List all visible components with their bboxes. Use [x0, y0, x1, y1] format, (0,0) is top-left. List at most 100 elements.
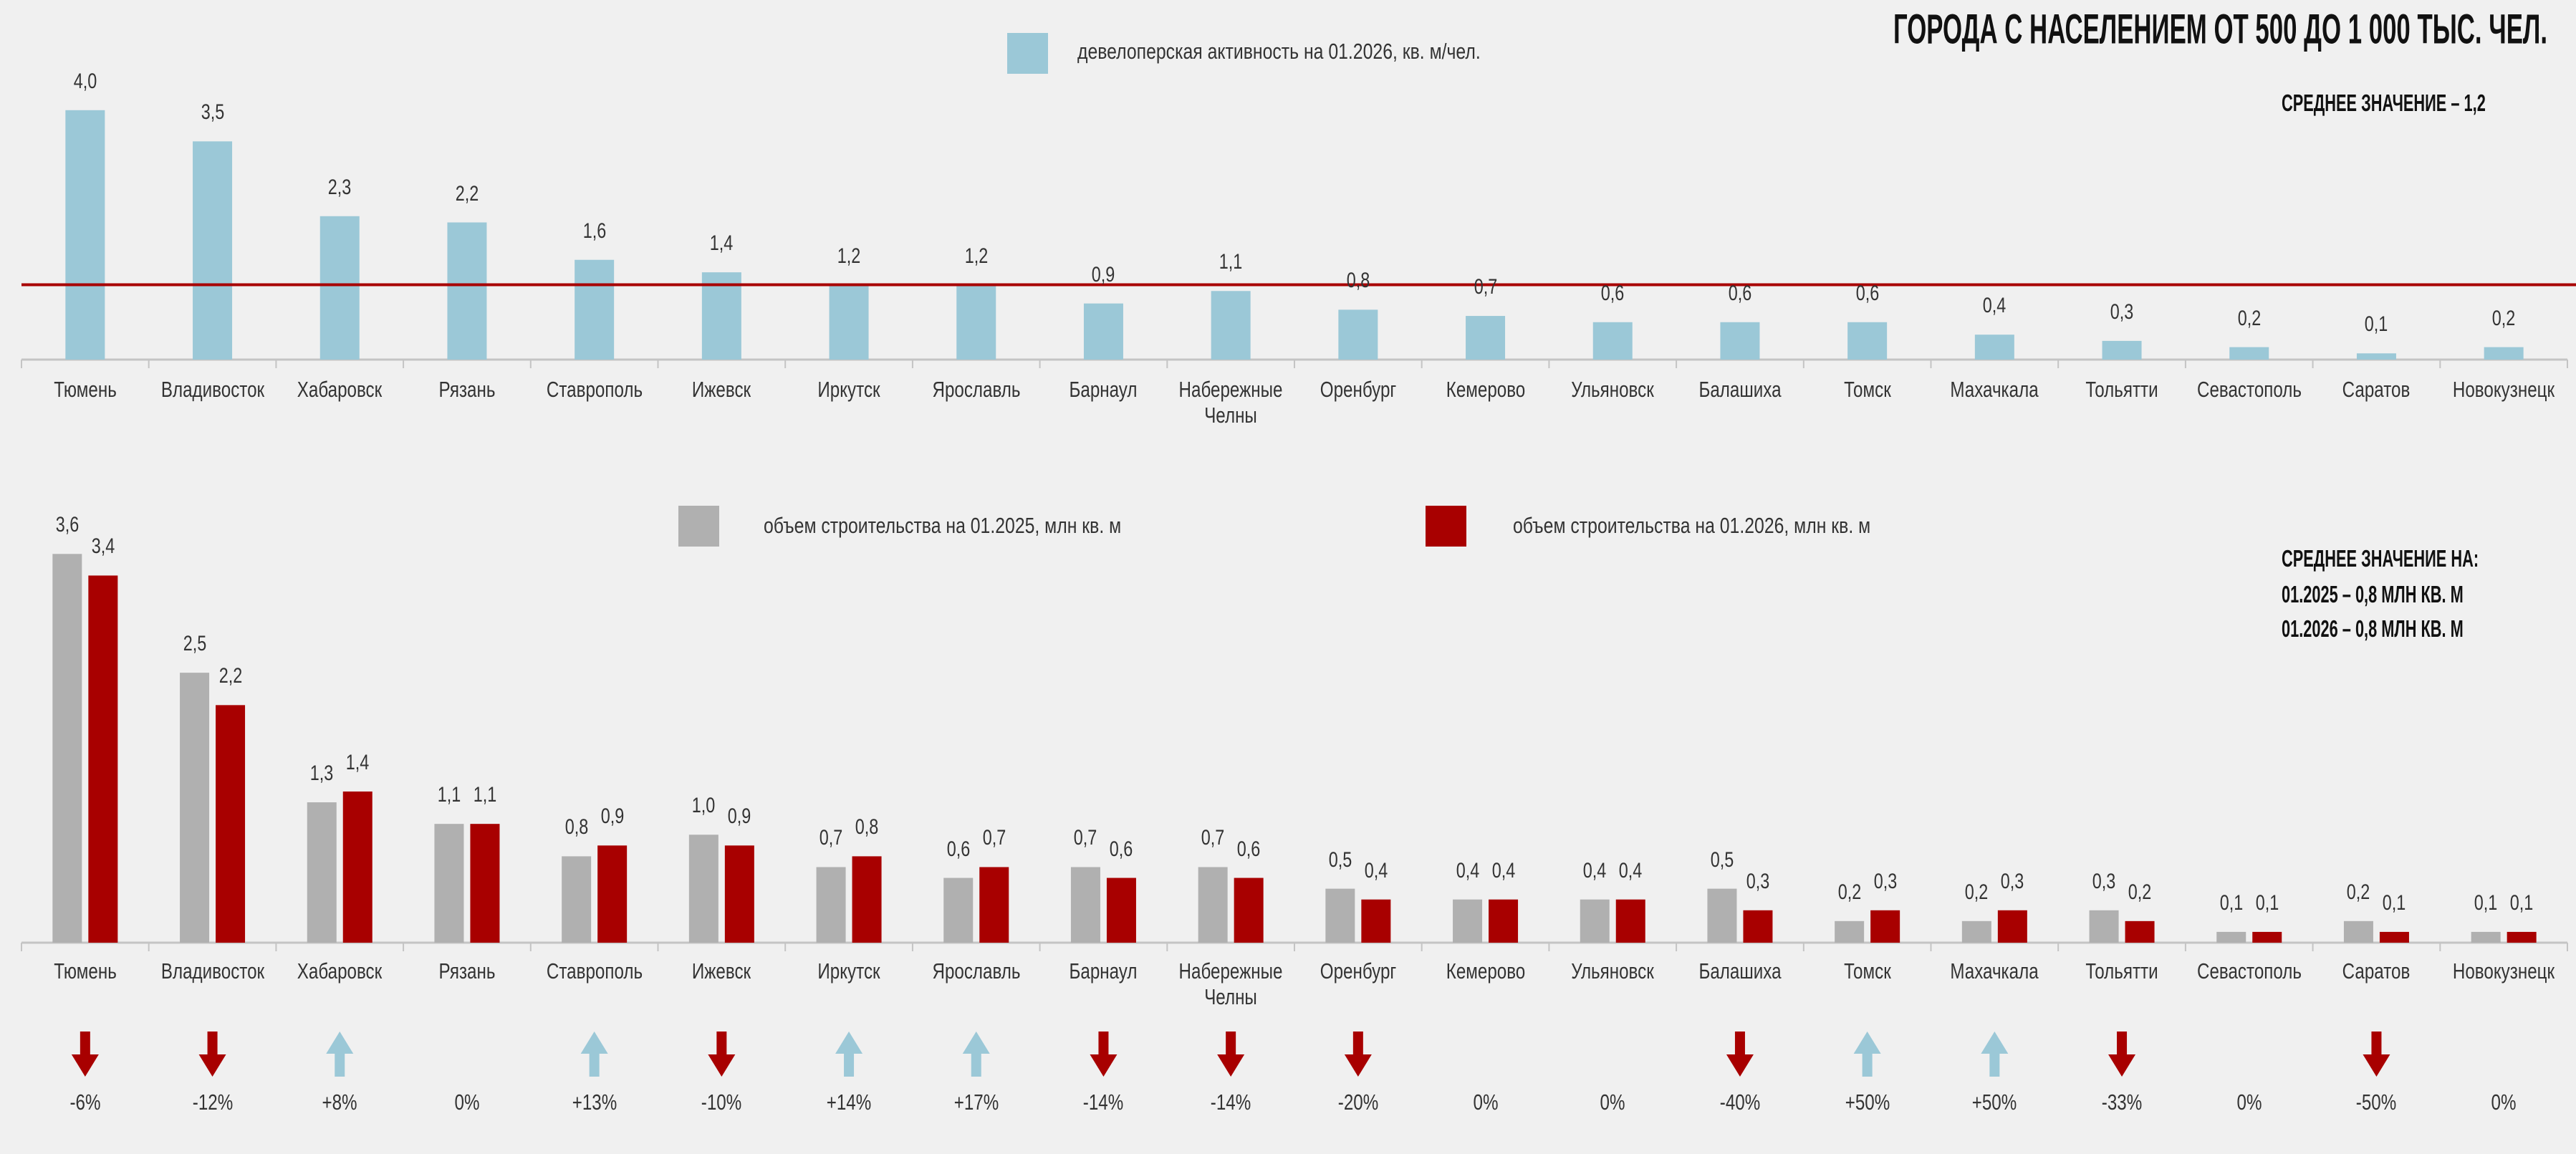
x-tick-label: Тюмень [54, 377, 117, 402]
x-tick-label: Махачкала [1950, 958, 2039, 984]
bar [52, 554, 82, 943]
bar [1707, 888, 1737, 943]
x-tick-label: Ульяновск [1571, 958, 1655, 984]
value-label: 0,4 [1456, 858, 1479, 883]
value-label: 0,9 [1092, 262, 1115, 287]
annotation: 01.2026 – 0,8 МЛН КВ. М [2282, 615, 2464, 643]
bar [319, 216, 360, 360]
bar [434, 824, 464, 943]
value-label: 0,1 [2219, 890, 2244, 915]
value-label: 2,2 [218, 664, 242, 688]
bar [1083, 303, 1123, 360]
bar [2102, 340, 2142, 360]
bar [1997, 910, 2027, 943]
x-tick-label: Новокузнецк [2453, 377, 2555, 402]
bar [562, 856, 592, 943]
value-label: 0,8 [564, 815, 588, 840]
bar [193, 141, 233, 360]
page-title: ГОРОДА С НАСЕЛЕНИЕМ ОТ 500 ДО 1 000 ТЫС.… [1893, 6, 2547, 53]
change-label: -14% [1210, 1090, 1251, 1115]
up-arrow [326, 1032, 354, 1077]
x-tick-label: Иркутск [817, 377, 880, 402]
value-label: 0,1 [2509, 890, 2534, 915]
value-label: 0,3 [2092, 869, 2116, 893]
change-label: -10% [701, 1090, 742, 1115]
x-tick-label: Барнаул [1069, 958, 1138, 984]
x-tick-label: Барнаул [1069, 377, 1138, 402]
change-label: +50% [1972, 1090, 2017, 1115]
legend-label: объем строительства на 01.2025, млн кв. … [764, 513, 1122, 539]
value-label: 0,7 [819, 826, 843, 850]
bar [2252, 931, 2282, 943]
value-label: 1,2 [964, 244, 989, 268]
down-arrow [2108, 1032, 2136, 1077]
change-label: 0% [1600, 1090, 1625, 1115]
change-label: -50% [2356, 1090, 2397, 1115]
x-tick-label: Балашиха [1698, 958, 1782, 984]
value-label: 4,0 [73, 69, 97, 93]
bar [2379, 931, 2409, 943]
bar [688, 835, 719, 943]
bar [2125, 920, 2155, 943]
change-label: -12% [192, 1090, 233, 1115]
x-tick-label: Рязань [438, 377, 496, 402]
value-label: 0,6 [1855, 281, 1879, 305]
down-arrow [71, 1032, 99, 1077]
up-arrow [1853, 1032, 1881, 1077]
bar [1106, 877, 1136, 943]
value-label: 0,9 [600, 804, 624, 829]
annotation: СРЕДНЕЕ ЗНАЧЕНИЕ – 1,2 [2282, 90, 2486, 117]
bar [2089, 910, 2119, 943]
value-label: 0,3 [1746, 869, 1770, 893]
value-label: 0,8 [1346, 269, 1370, 293]
bar [1592, 322, 1633, 360]
value-label: 0,3 [2001, 869, 2024, 893]
bar [701, 272, 741, 360]
down-arrow [2363, 1032, 2390, 1077]
bar [470, 824, 500, 943]
value-label: 0,2 [1965, 880, 1989, 904]
x-tick-label: Ставрополь [546, 377, 643, 402]
bar [1961, 920, 1991, 943]
x-tick-label: Хабаровск [297, 958, 383, 984]
bar [2484, 347, 2524, 360]
x-tick-label: Томск [1843, 958, 1891, 984]
change-label: -33% [2101, 1090, 2143, 1115]
bar [724, 845, 754, 943]
value-label: 0,6 [1600, 281, 1625, 305]
value-label: 0,7 [1474, 274, 1497, 299]
x-tick-label: Ижевск [692, 377, 751, 402]
bar [180, 673, 210, 943]
up-arrow [1981, 1032, 2009, 1077]
value-label: 0,6 [1728, 281, 1752, 305]
value-label: 1,1 [437, 782, 461, 807]
bar [2507, 931, 2537, 943]
change-label: +8% [322, 1090, 357, 1115]
x-tick-label: Набережные Челны [1178, 958, 1283, 1009]
value-label: 1,1 [1219, 250, 1243, 274]
value-label: 2,3 [327, 175, 352, 199]
value-label: 0,3 [2110, 299, 2134, 324]
x-tick-label: Иркутск [817, 958, 880, 984]
bar [307, 802, 337, 943]
x-tick-label: Хабаровск [297, 377, 383, 402]
value-label: 1,2 [837, 244, 861, 268]
value-label: 0,9 [728, 804, 751, 829]
change-label: 0% [2491, 1090, 2517, 1115]
bar [1720, 322, 1760, 360]
value-label: 0,8 [855, 815, 879, 840]
x-tick-label: Саратов [2342, 377, 2411, 402]
value-label: 0,2 [2347, 880, 2370, 904]
x-tick-label: Севастополь [2196, 377, 2302, 402]
bar [1325, 888, 1355, 943]
x-tick-label: Тольятти [2085, 958, 2158, 984]
bar [1466, 316, 1506, 360]
value-label: 0,1 [2255, 890, 2279, 915]
bar [2356, 353, 2396, 360]
value-label: 0,1 [2474, 890, 2498, 915]
change-label: -14% [1083, 1090, 1124, 1115]
change-label: +14% [826, 1090, 872, 1115]
value-label: 1,1 [473, 782, 497, 807]
annotation: СРЕДНЕЕ ЗНАЧЕНИЕ НА: [2282, 545, 2479, 572]
